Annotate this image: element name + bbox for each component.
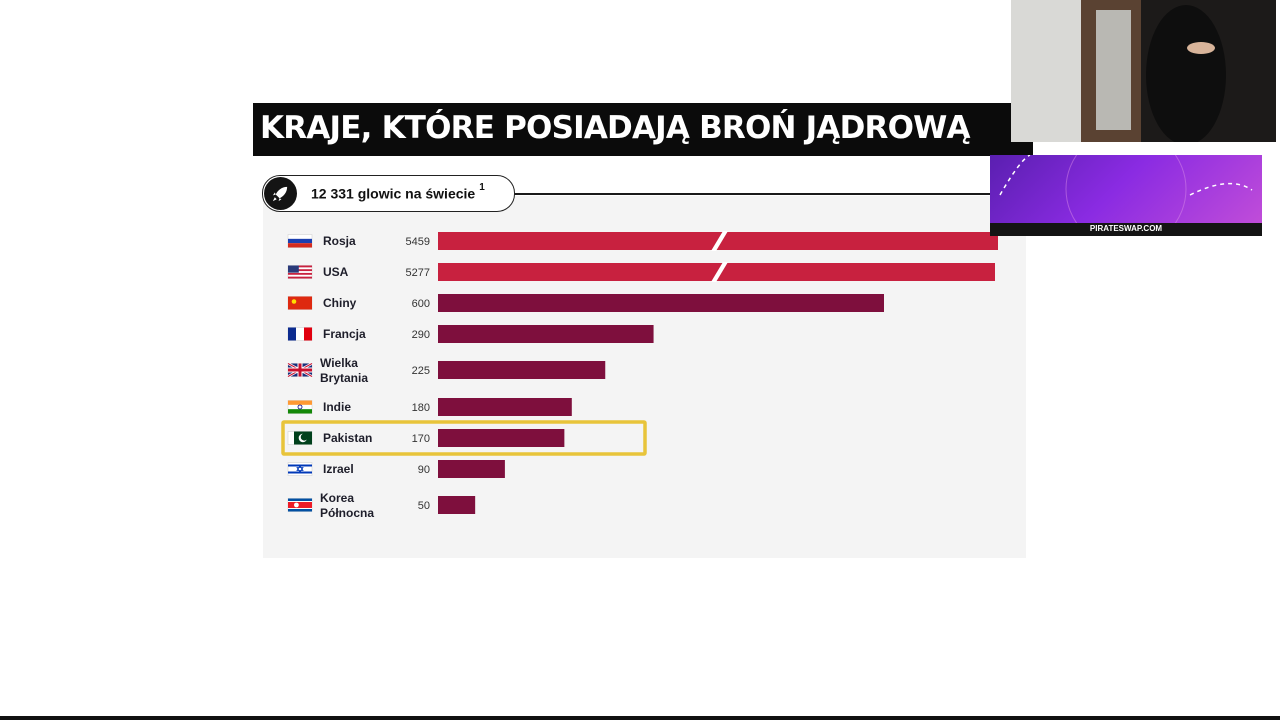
country-label: USA bbox=[323, 265, 349, 279]
country-label: Korea Północna bbox=[320, 491, 374, 520]
rocket-icon bbox=[264, 177, 297, 210]
axis-break bbox=[711, 231, 728, 251]
total-warheads-pill: 12 331 glowic na świecie 1 bbox=[262, 175, 515, 212]
value-label: 50 bbox=[418, 500, 430, 512]
israel-flag bbox=[287, 462, 313, 476]
russia-flag bbox=[287, 234, 313, 248]
value-label: 170 bbox=[412, 433, 430, 445]
usa-flag bbox=[287, 265, 313, 279]
country-label: Francja bbox=[323, 327, 366, 341]
bottom-bar bbox=[0, 716, 1280, 720]
bar bbox=[438, 263, 995, 281]
bar bbox=[438, 460, 505, 478]
value-label: 5277 bbox=[406, 267, 430, 279]
title-banner: KRAJE, KTÓRE POSIADAJĄ BROŃ JĄDROWĄ bbox=[253, 103, 1033, 156]
bar bbox=[438, 496, 476, 514]
value-label: 225 bbox=[412, 365, 430, 377]
bar bbox=[438, 294, 884, 312]
france-flag bbox=[287, 327, 313, 341]
india-flag bbox=[287, 400, 313, 414]
subtitle: 12 331 glowic na świecie bbox=[311, 185, 476, 202]
webcam-overlay bbox=[1011, 0, 1276, 142]
country-label: Izrael bbox=[323, 462, 354, 476]
bar bbox=[438, 429, 565, 447]
footnote-marker: 1 bbox=[479, 182, 485, 193]
north-korea-flag bbox=[287, 498, 313, 512]
highlight-box bbox=[281, 420, 647, 456]
country-label: Wielka Brytania bbox=[320, 356, 368, 385]
value-label: 90 bbox=[418, 464, 430, 476]
chart-panel bbox=[263, 196, 1026, 558]
pakistan-flag bbox=[287, 431, 313, 445]
bar bbox=[438, 398, 572, 416]
country-label: Indie bbox=[323, 400, 351, 414]
header-divider bbox=[510, 193, 1000, 195]
country-label: Pakistan bbox=[323, 431, 372, 445]
bar bbox=[438, 361, 606, 379]
value-label: 290 bbox=[412, 329, 430, 341]
value-label: 600 bbox=[412, 298, 430, 310]
page-title: KRAJE, KTÓRE POSIADAJĄ BROŃ JĄDROWĄ bbox=[260, 110, 971, 146]
axis-break bbox=[711, 262, 728, 282]
country-label: Chiny bbox=[323, 296, 357, 310]
bar bbox=[438, 325, 654, 343]
china-flag bbox=[287, 296, 313, 310]
country-label: Rosja bbox=[323, 234, 356, 248]
value-label: 180 bbox=[412, 402, 430, 414]
value-label: 5459 bbox=[406, 236, 430, 248]
uk-flag bbox=[287, 362, 313, 378]
ad-banner[interactable]: PIRATESWAP.COM bbox=[990, 155, 1262, 236]
ad-url[interactable]: PIRATESWAP.COM bbox=[1089, 224, 1163, 233]
